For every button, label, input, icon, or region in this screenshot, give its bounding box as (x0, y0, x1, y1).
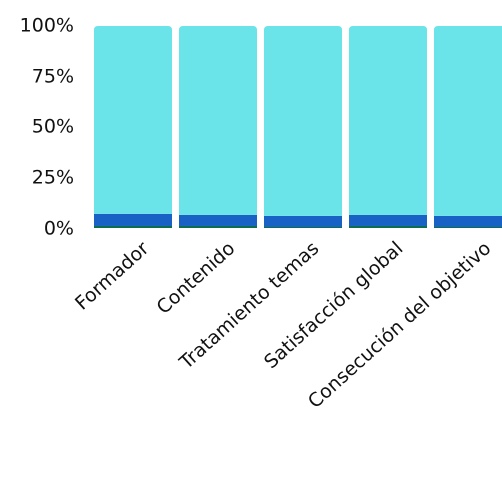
y-tick-label: 25% (32, 167, 74, 189)
bar-segment (94, 213, 172, 226)
x-tick-label: Contenido (152, 237, 239, 318)
bar-segment (179, 225, 257, 228)
y-axis: 0% 25% 50% 75% 100% (20, 15, 74, 240)
bar-segment (349, 26, 427, 215)
x-tick-label: Tratamiento temas (175, 237, 324, 374)
x-tick-label: Consecución del objetivo (304, 237, 495, 412)
bar-segment (264, 226, 342, 228)
bars-layer (94, 26, 502, 228)
bar-segment (434, 215, 502, 227)
bar-segment (264, 26, 342, 216)
y-tick-label: 50% (32, 116, 74, 138)
bar-stack (94, 26, 172, 228)
bar-segment (434, 226, 502, 228)
bar-stack (434, 26, 502, 228)
y-tick-label: 0% (44, 218, 74, 240)
bar-segment (179, 26, 257, 215)
bar-segment (179, 214, 257, 226)
bar-segment (264, 215, 342, 227)
y-tick-label: 100% (20, 15, 74, 37)
x-axis: Formador Contenido Tratamiento temas Sat… (71, 237, 495, 413)
bar-segment (94, 26, 172, 214)
bar-segment (434, 26, 502, 216)
bar-stack (264, 26, 342, 228)
bar-segment (349, 225, 427, 228)
x-tick-label: Formador (71, 237, 153, 314)
bar-stack (349, 26, 427, 228)
bar-segment (94, 225, 172, 228)
bar-stack (179, 26, 257, 228)
bar-segment (349, 214, 427, 226)
y-tick-label: 75% (32, 66, 74, 88)
